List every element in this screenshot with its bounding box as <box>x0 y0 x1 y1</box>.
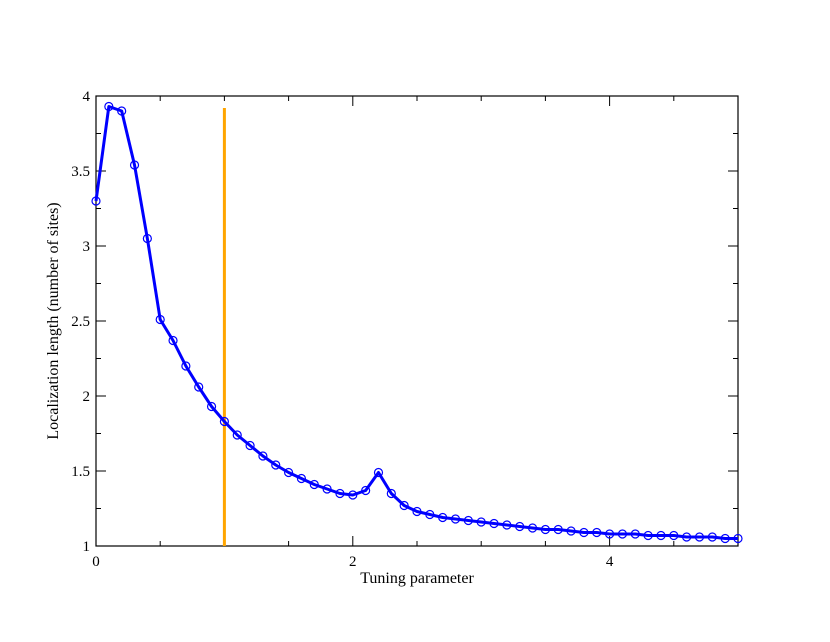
y-tick-label: 4 <box>83 89 91 105</box>
data-point <box>206 401 217 412</box>
data-point <box>284 467 294 478</box>
data-point <box>617 529 628 539</box>
data-point <box>361 485 371 496</box>
x-tick-label: 0 <box>92 554 100 570</box>
data-point <box>425 509 435 520</box>
y-tick-label: 2 <box>83 389 91 405</box>
y-tick-label: 3.5 <box>71 164 90 180</box>
x-axis-title: Tuning parameter <box>360 570 474 587</box>
data-marks <box>91 101 743 546</box>
data-point <box>258 451 268 461</box>
data-point <box>194 382 204 392</box>
plot-area <box>95 95 739 547</box>
y-axis-title: Localization length (number of sites) <box>45 202 62 439</box>
data-point <box>476 517 486 527</box>
data-point <box>219 416 229 427</box>
y-tick-label: 1.5 <box>71 464 90 480</box>
data-point <box>592 527 602 538</box>
data-point <box>720 533 730 544</box>
data-point <box>386 488 396 499</box>
data-point <box>656 530 666 541</box>
data-point <box>682 532 692 542</box>
data-point <box>117 106 127 116</box>
data-point <box>309 479 319 490</box>
data-point <box>733 533 743 544</box>
y-tick-label: 1 <box>83 539 91 555</box>
data-point <box>155 314 165 325</box>
data-point <box>232 430 242 440</box>
data-point <box>104 101 114 112</box>
data-point <box>540 524 551 535</box>
data-point <box>348 490 358 500</box>
data-point <box>373 467 384 478</box>
data-point <box>181 361 191 371</box>
data-point <box>553 524 563 535</box>
y-tick-label: 2.5 <box>71 314 90 330</box>
data-point <box>489 518 499 529</box>
data-point <box>515 521 525 532</box>
data-point <box>129 160 140 170</box>
axis-ticks: 0 2 4 1 1.5 2 2.5 3 3.5 4 <box>71 89 739 570</box>
data-point <box>245 440 255 451</box>
data-point <box>91 196 101 206</box>
data-point <box>694 532 705 542</box>
data-point <box>412 506 422 517</box>
x-tick-label: 4 <box>606 554 614 570</box>
data-point <box>579 527 589 538</box>
data-point <box>399 500 409 511</box>
data-point <box>502 520 512 530</box>
data-point <box>604 529 615 539</box>
data-point <box>322 484 332 494</box>
data-point <box>527 523 538 533</box>
data-point <box>707 532 717 542</box>
data-point <box>669 530 679 541</box>
data-point <box>438 512 448 523</box>
data-point <box>271 460 281 470</box>
plot-frame <box>95 95 739 547</box>
data-point <box>566 526 576 536</box>
data-point <box>335 488 345 499</box>
data-point <box>450 514 461 524</box>
data-point <box>296 473 307 484</box>
data-point <box>630 529 640 539</box>
data-point <box>643 530 653 541</box>
x-tick-label: 2 <box>349 554 357 570</box>
y-tick-label: 3 <box>83 239 91 255</box>
data-point <box>168 335 178 346</box>
data-point <box>463 515 473 526</box>
data-point <box>142 233 152 244</box>
